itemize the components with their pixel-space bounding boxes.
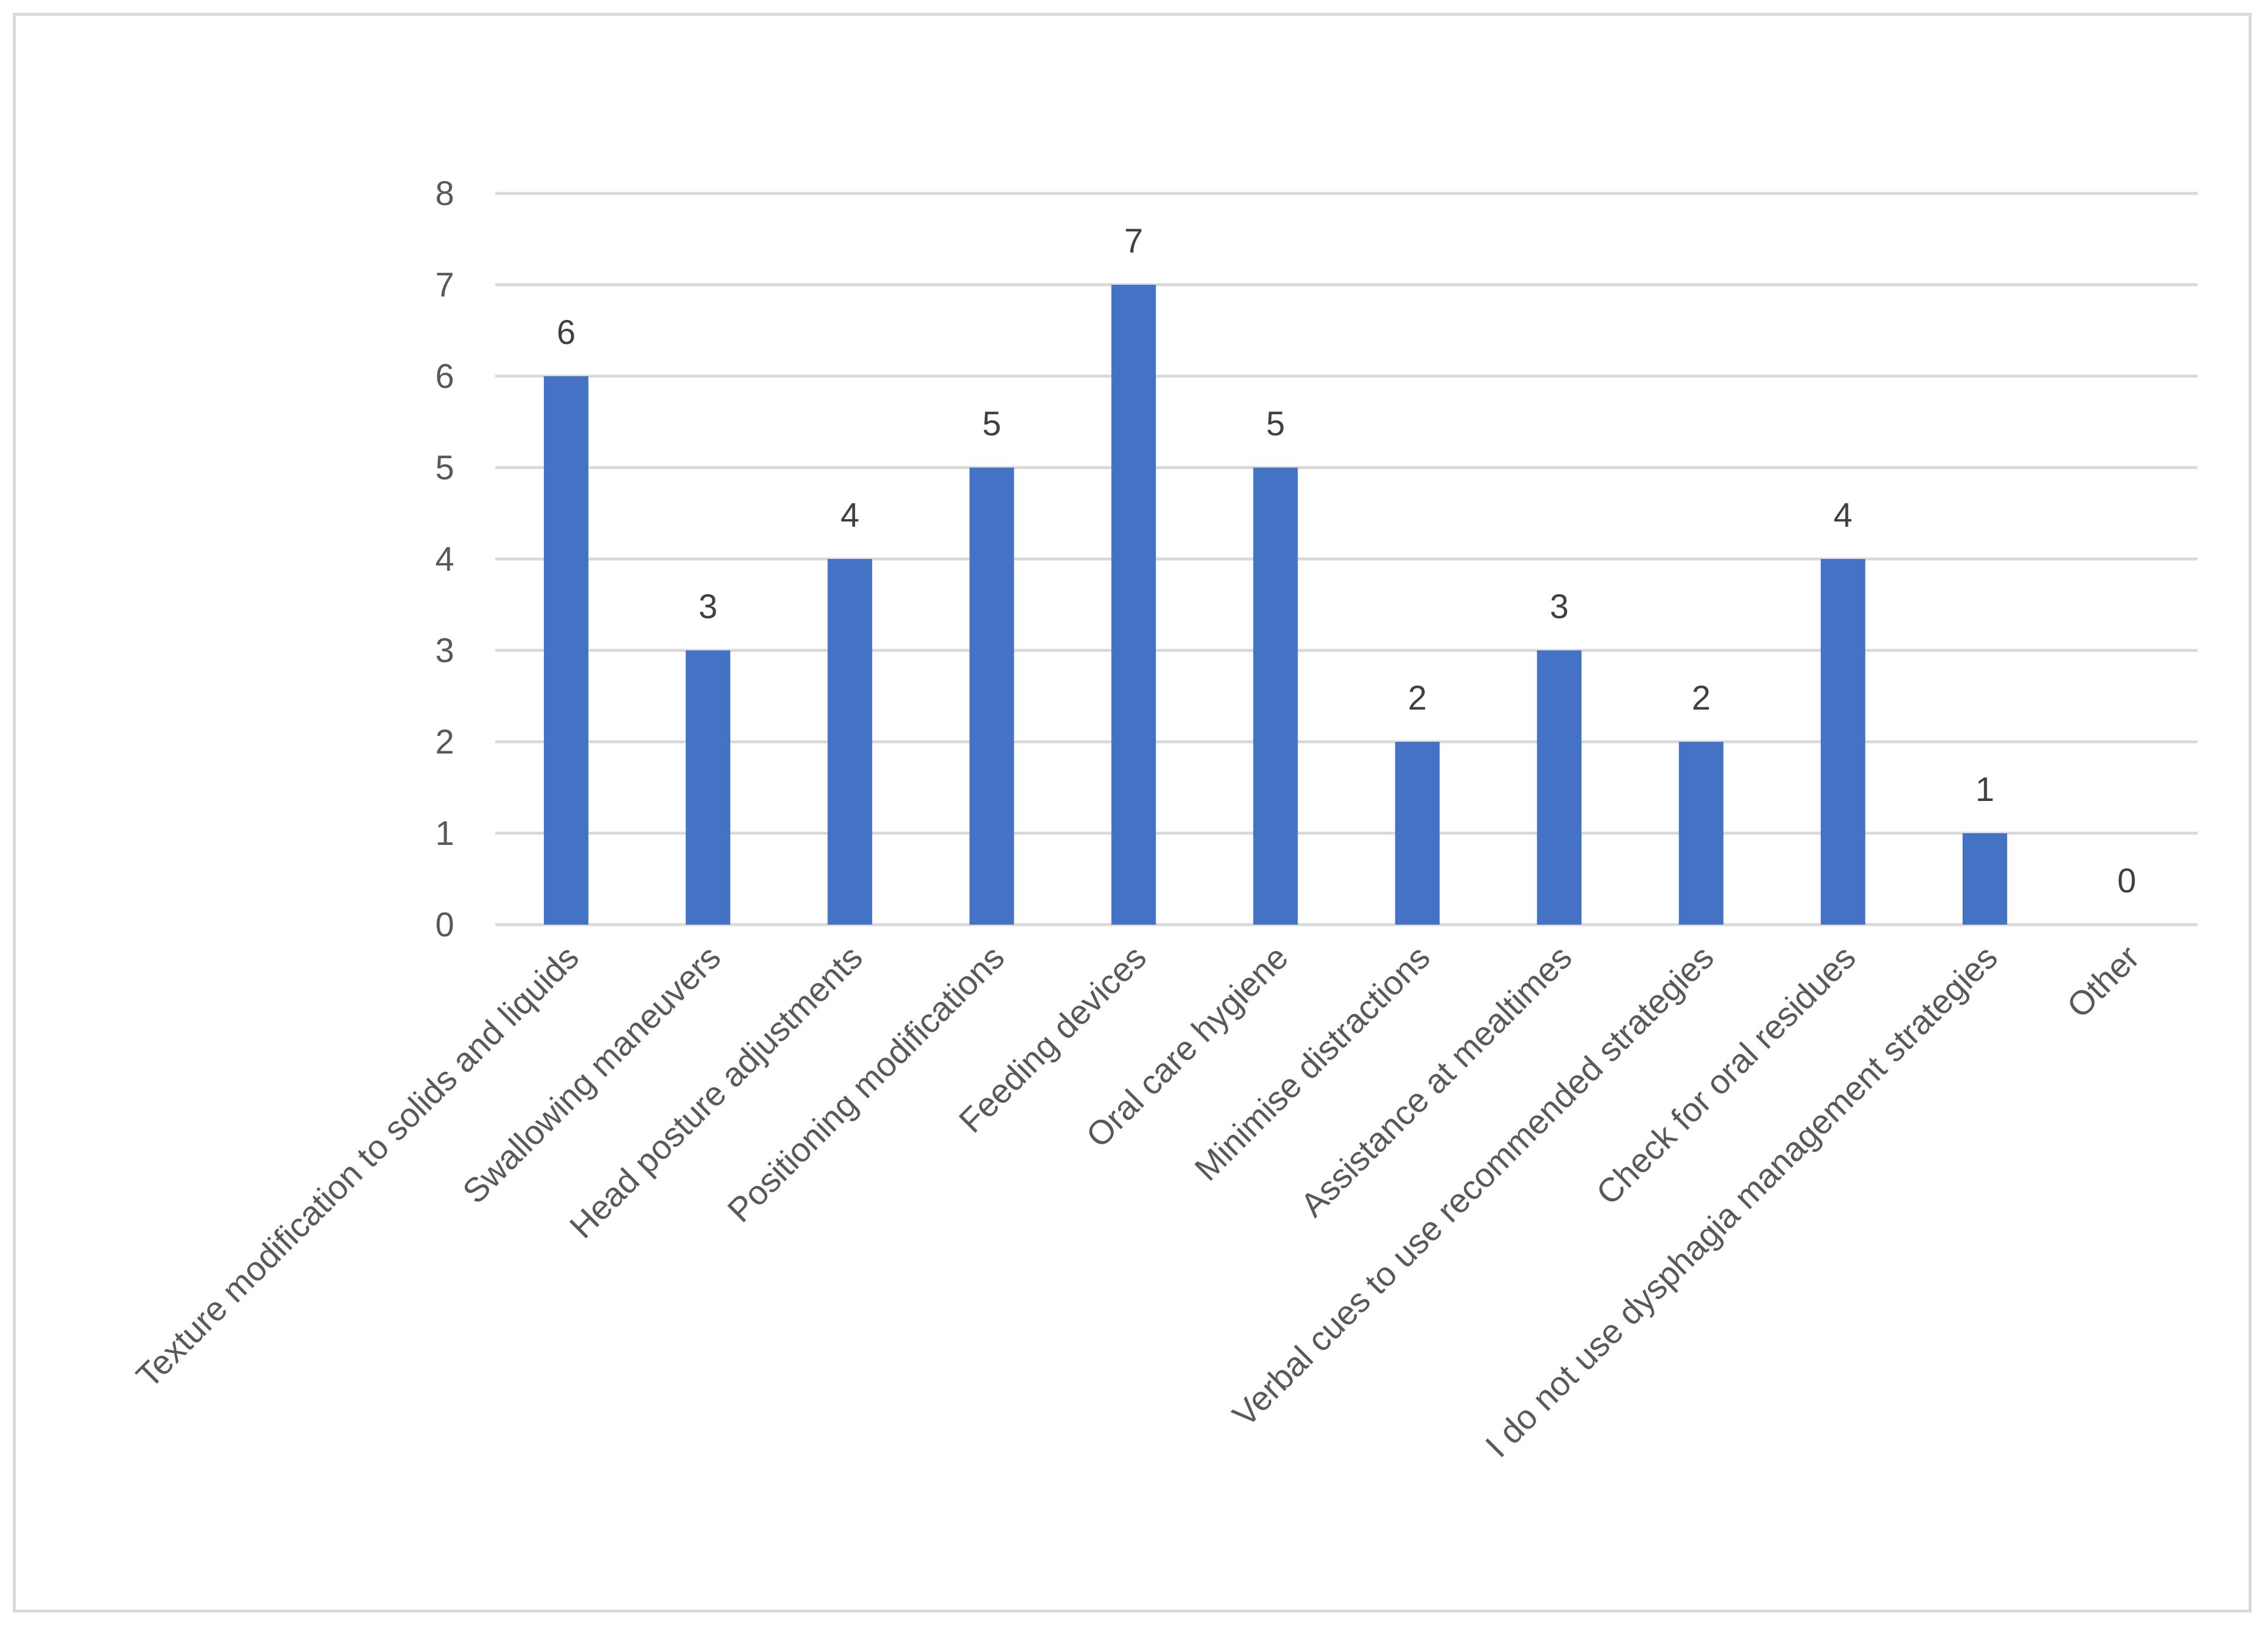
data-label: 1 <box>1976 771 1994 809</box>
bar <box>686 650 731 925</box>
y-tick-label: 7 <box>435 266 454 304</box>
data-label: 3 <box>1550 588 1568 626</box>
data-label: 7 <box>1124 222 1143 260</box>
x-category-label: Minimise distractions <box>1187 938 1438 1188</box>
bar <box>544 376 589 925</box>
bar <box>827 559 873 925</box>
bars <box>544 285 2007 925</box>
data-label: 4 <box>840 496 859 534</box>
y-tick-label: 0 <box>435 906 454 944</box>
x-axis-category-labels: Texture modification to solids and liqui… <box>129 938 2147 1465</box>
x-category-label: I do not use dysphagia management strate… <box>1478 938 2005 1465</box>
x-category-label: Head posture adjustments <box>563 938 870 1246</box>
data-label: 5 <box>1266 405 1285 443</box>
bar <box>1537 650 1582 925</box>
data-label: 2 <box>1692 679 1711 717</box>
gridlines <box>495 192 2198 926</box>
x-category-label: Assistance at mealtimes <box>1293 938 1579 1224</box>
bar <box>1678 742 1724 925</box>
bar <box>1962 833 2007 925</box>
data-label: 0 <box>2117 862 2136 900</box>
x-category-label: Swallowing maneuvers <box>455 938 728 1211</box>
bar <box>1111 285 1156 925</box>
x-category-label: Other <box>2060 938 2147 1025</box>
data-label: 3 <box>699 588 717 626</box>
data-label: 6 <box>557 313 575 352</box>
bar <box>969 468 1014 925</box>
y-tick-label: 4 <box>435 540 454 578</box>
x-category-label: Verbal cues to use recommended strategie… <box>1225 938 1721 1434</box>
y-tick-label: 6 <box>435 357 454 396</box>
y-tick-label: 8 <box>435 175 454 213</box>
y-tick-label: 5 <box>435 449 454 487</box>
x-category-label: Positioning modifications <box>720 938 1012 1229</box>
y-tick-label: 1 <box>435 814 454 853</box>
bar <box>1253 468 1298 925</box>
data-label: 4 <box>1834 496 1852 534</box>
y-axis-ticks: 0 1 2 3 4 5 6 7 8 <box>435 175 454 944</box>
data-labels: 6 3 4 5 7 5 2 3 2 4 1 0 <box>557 222 2136 900</box>
x-category-label: Check for oral residues <box>1589 938 1863 1212</box>
data-label: 2 <box>1408 679 1426 717</box>
bar <box>1395 742 1440 925</box>
data-label: 5 <box>982 405 1001 443</box>
y-tick-label: 2 <box>435 723 454 761</box>
bar <box>1820 559 1865 925</box>
y-tick-label: 3 <box>435 632 454 670</box>
